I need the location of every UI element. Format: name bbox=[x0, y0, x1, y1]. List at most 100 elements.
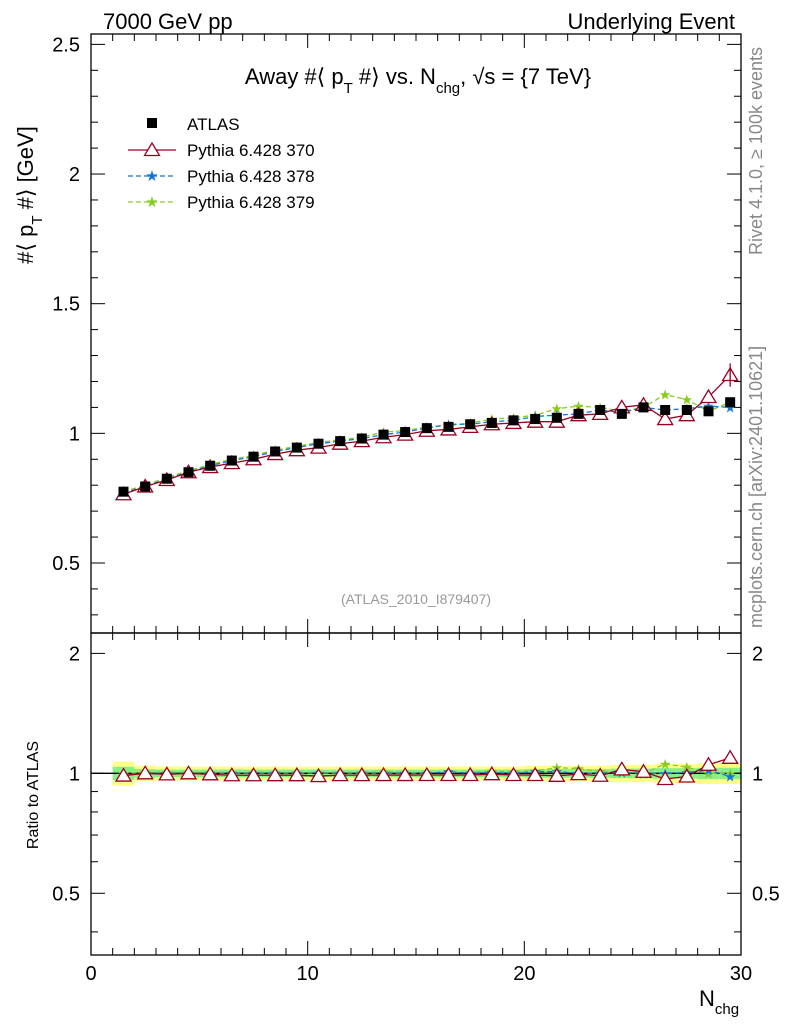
ratio-point-pythia-370 bbox=[353, 766, 371, 782]
data-point-atlas bbox=[248, 451, 259, 462]
data-point-atlas bbox=[205, 460, 216, 471]
legend-marker-atlas bbox=[147, 118, 157, 128]
ratio-y-tick-label-right: 1 bbox=[752, 763, 763, 785]
ratio-point-pythia-370 bbox=[439, 766, 458, 782]
plot-title: Away #⟨ pT #⟩ vs. Nchg, √s = {7 TeV} bbox=[245, 64, 591, 97]
data-point-pythia-379: ★ bbox=[659, 386, 672, 402]
ratio-point-pythia-370 bbox=[114, 767, 133, 782]
data-point-atlas bbox=[313, 438, 324, 449]
ratio-point-pythia-370 bbox=[548, 767, 566, 782]
data-point-atlas bbox=[508, 415, 519, 426]
analysis-watermark: (ATLAS_2010_I879407) bbox=[341, 591, 491, 607]
legend-marker-370 bbox=[143, 141, 161, 157]
data-point-atlas bbox=[270, 446, 281, 457]
legend-marker-379: ★ bbox=[145, 194, 158, 211]
x-axis-label: Nchg bbox=[699, 986, 739, 1018]
axes: 0 10 20 30 0.5 1 1.5 2 2.5 0.5 0.5 1 1 2 2 bbox=[52, 34, 780, 985]
ratio-point-pythia-379: ★ bbox=[659, 756, 672, 772]
y-tick-label: 2.5 bbox=[52, 34, 80, 56]
data-point-pythia-379: ★ bbox=[681, 392, 694, 408]
ratio-y-tick-label: 1 bbox=[69, 763, 80, 785]
ratio-y-tick-label-right: 2 bbox=[752, 643, 763, 665]
ratio-point-pythia-370 bbox=[569, 765, 588, 781]
ratio-point-pythia-370 bbox=[223, 767, 241, 782]
series-line-pythia-379 bbox=[123, 393, 731, 493]
ratio-y-tick-label-right: 0.5 bbox=[752, 883, 780, 905]
ratio-point-pythia-370 bbox=[136, 765, 154, 780]
data-point-atlas bbox=[725, 397, 736, 408]
legend-label-370: Pythia 6.428 370 bbox=[187, 141, 315, 160]
data-point-atlas bbox=[226, 455, 237, 466]
y-tick-label: 1.5 bbox=[52, 294, 80, 316]
ratio-point-pythia-370 bbox=[613, 761, 631, 776]
ratio-point-pythia-370 bbox=[483, 765, 501, 781]
data-point-atlas bbox=[486, 417, 497, 428]
ratio-point-pythia-370 bbox=[309, 767, 328, 783]
data-point-atlas bbox=[616, 408, 627, 419]
legend-label-atlas: ATLAS bbox=[187, 115, 240, 134]
data-point-atlas bbox=[335, 436, 346, 447]
data-point-pythia-370 bbox=[699, 388, 718, 404]
ratio-point-pythia-370 bbox=[504, 766, 523, 782]
data-point-atlas bbox=[638, 402, 649, 413]
data-point-atlas bbox=[595, 404, 606, 415]
ratio-y-tick-label: 2 bbox=[69, 643, 80, 665]
data-point-atlas bbox=[161, 473, 172, 484]
x-tick-label: 10 bbox=[297, 963, 319, 985]
ratio-point-pythia-370 bbox=[461, 766, 479, 782]
ratio-point-pythia-370 bbox=[374, 766, 393, 782]
header-left: 7000 GeV pp bbox=[103, 9, 233, 34]
x-tick-label: 30 bbox=[730, 963, 752, 985]
legend: ATLAS Pythia 6.428 370 ★ Pythia 6.428 37… bbox=[128, 115, 315, 212]
ratio-point-pythia-379: ★ bbox=[724, 765, 737, 781]
ratio-point-pythia-370 bbox=[179, 765, 198, 780]
data-point-atlas bbox=[551, 412, 562, 423]
data-point-atlas bbox=[465, 419, 476, 430]
ratio-y-tick-label: 0.5 bbox=[52, 883, 80, 905]
legend-marker-378: ★ bbox=[145, 168, 158, 185]
ratio-point-pythia-370 bbox=[201, 766, 219, 781]
legend-label-378: Pythia 6.428 378 bbox=[187, 167, 315, 186]
data-point-pythia-379: ★ bbox=[551, 401, 564, 417]
data-point-pythia-370 bbox=[656, 410, 674, 426]
ratio-point-pythia-370 bbox=[634, 763, 653, 778]
data-point-atlas bbox=[400, 427, 411, 438]
data-point-atlas bbox=[660, 404, 671, 415]
ratio-point-pythia-370 bbox=[656, 770, 674, 786]
ratio-line-pythia-378 bbox=[123, 769, 731, 778]
ratio-point-pythia-370 bbox=[266, 766, 284, 782]
data-point-atlas bbox=[183, 467, 194, 478]
data-point-atlas bbox=[421, 423, 432, 434]
data-point-atlas bbox=[681, 404, 692, 415]
ratio-frame bbox=[90, 632, 742, 956]
data-point-atlas bbox=[118, 486, 129, 497]
ratio-point-pythia-370 bbox=[699, 756, 718, 771]
ratio-point-pythia-370 bbox=[526, 766, 544, 782]
y-axis-label: #⟨ pT #⟩ [GeV] bbox=[13, 126, 46, 264]
series-line-pythia-378 bbox=[123, 405, 731, 494]
data-point-atlas bbox=[530, 414, 541, 425]
ratio-point-pythia-370 bbox=[721, 749, 739, 764]
ratio-point-pythia-379: ★ bbox=[681, 759, 694, 775]
ratio-point-pythia-378: ★ bbox=[724, 768, 737, 784]
mcplots-label: mcplots.cern.ch [arXiv:2401.10621] bbox=[746, 346, 766, 628]
header-right: Underlying Event bbox=[567, 9, 735, 34]
ratio-point-pythia-370 bbox=[244, 766, 263, 782]
data-point-atlas bbox=[378, 429, 389, 440]
ratio-point-pythia-370 bbox=[591, 767, 609, 782]
x-tick-label: 20 bbox=[513, 963, 535, 985]
data-point-atlas bbox=[703, 406, 714, 417]
data-point-atlas bbox=[356, 433, 367, 444]
ratio-point-pythia-370 bbox=[396, 766, 414, 782]
ratio-point-pythia-370 bbox=[158, 766, 176, 781]
ratio-point-pythia-370 bbox=[288, 766, 306, 782]
rivet-label: Rivet 4.1.0, ≥ 100k events bbox=[746, 47, 766, 255]
ratio-point-pythia-370 bbox=[331, 766, 349, 782]
y-tick-label: 0.5 bbox=[52, 553, 80, 575]
series-layer: ★★★★★★★★★★★★★★★★★★★★★★★★★★★★★★★★★★★★★★★★… bbox=[114, 363, 739, 786]
series-atlas bbox=[118, 397, 736, 497]
data-point-atlas bbox=[443, 421, 454, 432]
legend-label-379: Pythia 6.428 379 bbox=[187, 193, 315, 212]
ratio-point-pythia-370 bbox=[678, 768, 696, 783]
